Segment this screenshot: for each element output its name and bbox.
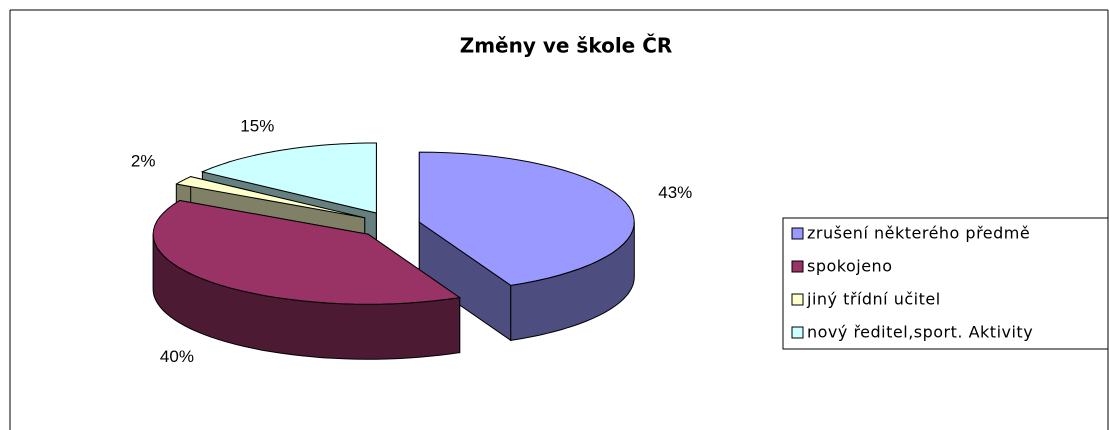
slice-top <box>152 199 462 305</box>
legend-swatch <box>791 326 804 339</box>
legend-label: jiný třídní učitel <box>806 290 941 309</box>
data-label: 15% <box>240 116 274 135</box>
legend-label: zrušení některého předmě <box>807 224 1030 243</box>
legend-label: nový ředitel,sport. Aktivity <box>807 323 1033 342</box>
legend-swatch <box>791 293 804 306</box>
slice <box>152 199 462 360</box>
legend-swatch <box>791 260 804 273</box>
legend <box>782 217 1109 350</box>
data-label: 40% <box>160 347 194 366</box>
data-label: 2% <box>131 151 156 170</box>
slice-top <box>176 176 365 219</box>
legend-swatch <box>791 227 804 240</box>
data-label: 43% <box>658 183 692 202</box>
chart-title: Změny ve škole ČR <box>460 34 673 58</box>
slice-top <box>200 142 377 214</box>
legend-label: spokojeno <box>807 257 892 276</box>
slice <box>418 151 635 342</box>
slice-top <box>418 151 635 286</box>
